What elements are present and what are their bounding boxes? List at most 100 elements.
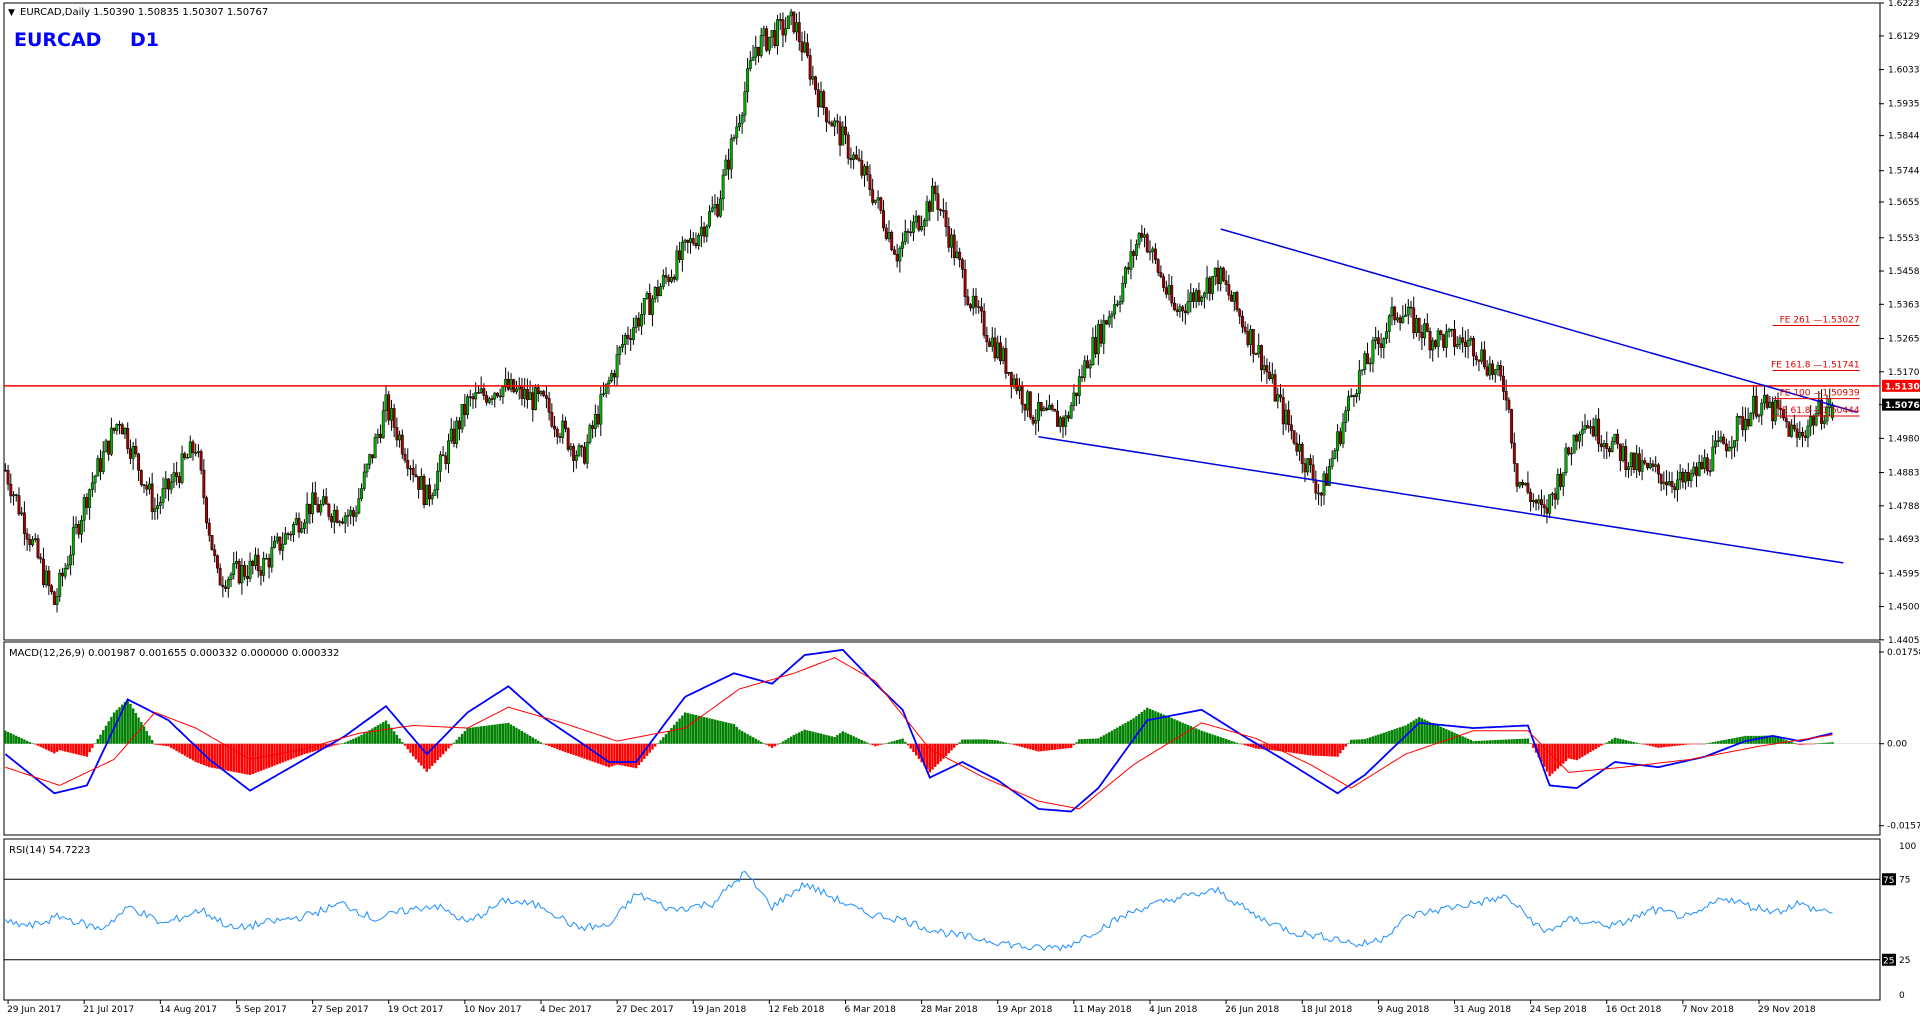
candle-body bbox=[960, 259, 964, 270]
macd-histogram-bar bbox=[205, 743, 208, 767]
macd-histogram-bar bbox=[944, 743, 948, 756]
candle-body bbox=[931, 185, 934, 212]
candle-body bbox=[740, 114, 744, 124]
rsi-axis-label: 100 bbox=[1899, 842, 1916, 852]
candle-body bbox=[1646, 462, 1649, 469]
candle-body bbox=[1436, 330, 1440, 347]
trendline[interactable] bbox=[1220, 228, 1858, 413]
candle-body bbox=[1211, 276, 1214, 294]
rsi-panel-frame bbox=[3, 838, 1881, 1001]
macd-histogram-bar bbox=[711, 718, 714, 744]
macd-histogram-bar bbox=[1513, 739, 1516, 744]
macd-histogram-bar bbox=[1216, 736, 1220, 744]
candle-body bbox=[1134, 244, 1138, 256]
price-axis-label: 1.61290 bbox=[1888, 32, 1920, 42]
price-axis-label: 1.54580 bbox=[1888, 267, 1920, 277]
candle-body bbox=[1347, 396, 1350, 411]
candle-body bbox=[493, 392, 497, 400]
candle-body bbox=[757, 46, 760, 56]
macd-histogram-bar bbox=[1548, 743, 1551, 777]
macd-histogram-bar bbox=[909, 743, 912, 749]
macd-histogram-bar bbox=[354, 737, 358, 744]
macd-histogram-bar bbox=[1649, 743, 1652, 746]
candle-body bbox=[805, 42, 809, 56]
macd-histogram-bar bbox=[1616, 738, 1619, 744]
macd-histogram-bar bbox=[1428, 721, 1432, 744]
candle-body bbox=[1357, 370, 1361, 394]
candle-body bbox=[1621, 446, 1625, 461]
macd-histogram-bar bbox=[170, 743, 173, 748]
candle-body bbox=[928, 201, 932, 212]
candle-body bbox=[1724, 443, 1728, 452]
candle-body bbox=[1341, 422, 1345, 444]
candle-body bbox=[58, 572, 62, 597]
candle-body bbox=[1219, 267, 1223, 285]
candle-body bbox=[273, 540, 276, 548]
macd-histogram-bar bbox=[186, 743, 189, 758]
candle-body bbox=[572, 445, 576, 461]
candle-body bbox=[735, 126, 739, 138]
candle-body bbox=[1719, 436, 1723, 442]
candle-body bbox=[999, 342, 1002, 362]
candle-body bbox=[1765, 395, 1769, 408]
candle-body bbox=[324, 496, 328, 505]
macd-histogram-bar bbox=[561, 743, 564, 752]
macd-histogram-bar bbox=[735, 726, 738, 744]
candle-body bbox=[879, 197, 883, 211]
macd-histogram-bar bbox=[972, 739, 975, 744]
candle-body bbox=[501, 386, 505, 397]
macd-histogram-bar bbox=[768, 743, 771, 747]
macd-histogram-bar bbox=[1488, 740, 1492, 744]
candle-body bbox=[3, 469, 7, 472]
candle-body bbox=[1333, 450, 1337, 459]
candle-body bbox=[262, 558, 266, 576]
candle-body bbox=[447, 440, 450, 464]
watermark-timeframe: D1 bbox=[130, 29, 159, 51]
candle-body bbox=[1376, 337, 1380, 345]
candle-body bbox=[341, 521, 344, 524]
candle-body bbox=[379, 433, 383, 439]
macd-histogram-bar bbox=[379, 723, 382, 744]
macd-histogram-bar bbox=[1608, 740, 1611, 744]
macd-histogram-bar bbox=[1646, 743, 1649, 746]
candle-body bbox=[808, 55, 812, 80]
price-label-box bbox=[1882, 379, 1920, 392]
macd-histogram-bar bbox=[1398, 727, 1402, 744]
macd-histogram-bar bbox=[1224, 738, 1228, 744]
candle-body bbox=[762, 28, 766, 36]
candle-body bbox=[917, 215, 921, 231]
macd-histogram-bar bbox=[1271, 743, 1274, 751]
candle-body bbox=[1586, 425, 1590, 429]
macd-histogram-bar bbox=[1290, 743, 1293, 753]
candle-body bbox=[47, 570, 51, 586]
candle-body bbox=[61, 572, 64, 577]
trendline[interactable] bbox=[1038, 436, 1844, 564]
macd-histogram-bar bbox=[1572, 743, 1576, 760]
macd-histogram-bar bbox=[178, 743, 181, 753]
candle-body bbox=[795, 22, 798, 33]
candle-body bbox=[96, 458, 100, 477]
macd-histogram-bar bbox=[80, 743, 83, 756]
macd-histogram-bar bbox=[1453, 732, 1456, 744]
candle-body bbox=[411, 468, 415, 475]
macd-histogram-bar bbox=[1602, 743, 1606, 745]
candle-body bbox=[1404, 314, 1408, 317]
macd-histogram-bar bbox=[656, 743, 660, 745]
candle-body bbox=[1608, 448, 1611, 452]
macd-histogram-bar bbox=[115, 709, 119, 744]
macd-histogram-bar bbox=[1809, 743, 1812, 745]
candle-body bbox=[1126, 267, 1130, 270]
macd-histogram-bar bbox=[134, 712, 138, 744]
macd-histogram-bar bbox=[1703, 743, 1706, 745]
macd-histogram-bar bbox=[1782, 739, 1785, 744]
macd-histogram-bar bbox=[1165, 715, 1168, 744]
candle-body bbox=[229, 574, 233, 580]
candle-body bbox=[920, 226, 924, 231]
info-line-arrow[interactable]: ▼ bbox=[8, 8, 15, 18]
candle-body bbox=[452, 428, 456, 444]
macd-histogram-bar bbox=[1061, 743, 1065, 749]
candle-body bbox=[1466, 339, 1470, 347]
macd-histogram-bar bbox=[1121, 724, 1125, 744]
